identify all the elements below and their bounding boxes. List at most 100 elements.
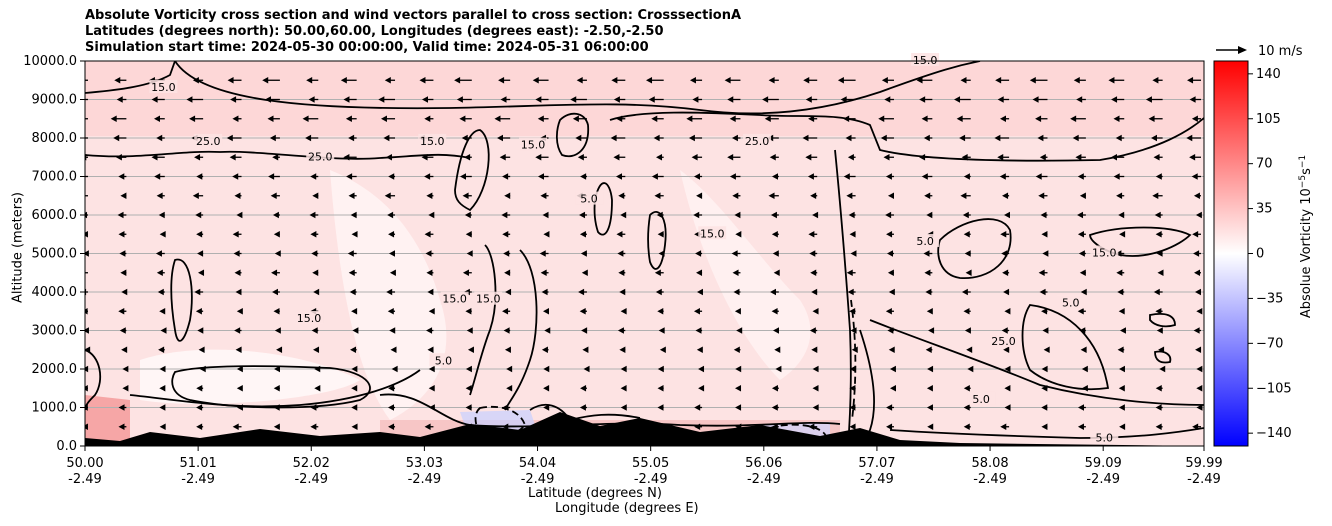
wind-vector-head [850,327,857,334]
wind-vector-head [579,404,586,411]
wind-vector [272,211,280,219]
wind-vector [620,211,627,219]
wind-vector-head [651,115,658,122]
wind-vector [925,288,933,296]
field-low-region [140,349,360,404]
wind-vector [688,134,703,142]
wind-vector-head [1041,308,1048,315]
wind-vector-head [1000,423,1007,430]
wind-vector [734,211,741,219]
wind-vector-head [695,250,702,257]
contour-label-bg [911,53,940,66]
wind-vector [151,154,165,161]
wind-vector-head [459,115,466,122]
wind-vector-head [271,269,278,276]
wind-vector-head [927,365,934,373]
field-low-region [680,170,811,380]
wind-vector [1041,404,1048,411]
wind-vector-head [735,231,742,238]
wind-vector-head [500,96,507,103]
wind-vector [1118,404,1125,411]
wind-vector [1077,308,1086,315]
wind-vector-head [581,327,588,334]
wind-vector-head [428,211,435,219]
wind-vector [85,137,88,139]
wind-vector-head [886,404,893,411]
wind-vector-head [428,385,435,392]
wind-vector [85,250,89,257]
wind-vector [543,423,550,430]
wind-vector [1078,250,1086,257]
contour-label-bg [295,310,324,324]
wind-vector-head [960,192,967,199]
contour-label-bg [1090,430,1119,444]
wind-vector-head [771,404,778,411]
wind-vector [1189,96,1201,103]
wind-vector [189,115,204,122]
wind-vector [351,231,358,238]
wind-vector [1038,269,1048,276]
wind-vector-head [262,77,269,84]
wind-vector-head [426,327,433,334]
wind-vector-head [118,423,125,430]
wind-vector [805,154,818,161]
wind-vector-head [885,308,892,315]
wind-vector [1077,231,1086,238]
wind-vector [120,192,127,199]
wind-vector-head [577,154,584,161]
wind-vector-head [732,192,739,199]
wind-vector-head [312,192,319,199]
contour-label: 15.0 [1092,247,1117,260]
wind-vector [502,231,511,238]
chart-title-line-2: Latitudes (degrees north): 50.00,60.00, … [85,24,664,39]
wind-vector [347,250,357,257]
wind-vector [888,346,895,353]
wind-vector-head [619,346,626,353]
wind-vector-head [543,231,550,238]
wind-vector [541,288,549,296]
contour-line [174,61,981,115]
wind-vector [772,173,779,180]
colorbar-tick-label: 0 [1256,247,1264,262]
wind-vector-head [1077,423,1084,430]
wind-vector [1158,346,1165,353]
wind-vector-head [314,365,321,373]
colorbar-tick-label: −70 [1256,336,1283,351]
wind-vector-head [1113,115,1120,122]
wind-vector-head [620,365,627,373]
wind-vector [350,211,357,219]
wind-vector-head [1079,192,1086,199]
wind-vector-head [85,211,88,219]
wind-vector-head [378,96,385,103]
wind-vector [880,134,894,142]
wind-vector [570,96,587,103]
wind-vector [964,250,971,257]
wind-vector-head [314,385,321,392]
wind-vector-head [1117,346,1124,353]
wind-vector [736,327,743,334]
wind-vector [963,385,971,392]
wind-vector [454,77,472,84]
x-tick-label-latitude: 51.01 [180,456,217,471]
wind-vector [465,231,472,238]
wind-vector [114,77,127,84]
wind-vector-head [885,173,892,180]
wind-vector [234,269,242,276]
wind-vector [921,115,933,122]
wind-vector [1196,365,1203,373]
wind-vector-head [464,211,471,219]
wind-vector-head [849,308,856,315]
wind-vector [1038,192,1048,199]
contour-label: 5.0 [1062,297,1080,310]
wind-vector-head [849,423,856,430]
wind-vector-head [693,211,700,219]
wind-vector [646,77,664,84]
wind-vector-head [964,327,971,334]
contour-label: 15.0 [420,135,445,148]
wind-vector-head [116,96,123,103]
wind-vector [1075,154,1086,161]
wind-vector-head [535,154,542,161]
wind-vector-head [467,346,474,353]
wind-vector [849,231,856,238]
wind-vector [387,211,396,219]
